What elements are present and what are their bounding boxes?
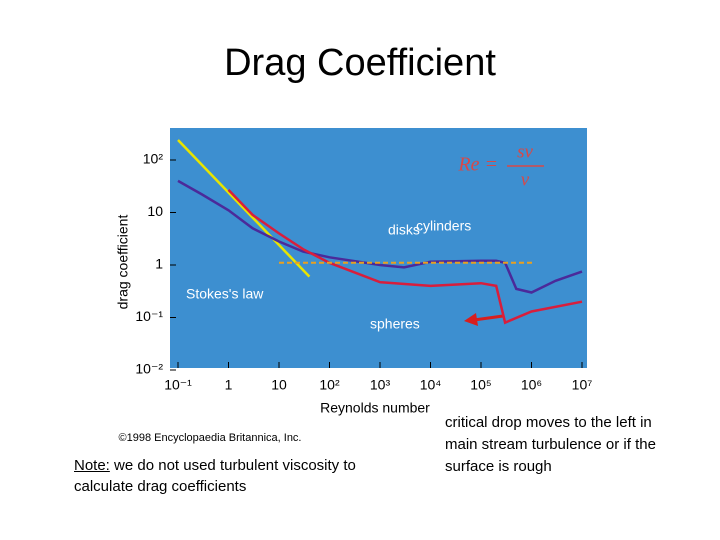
slide-title: Drag Coefficient [224, 42, 496, 84]
series-label: spheres [370, 316, 420, 332]
x-tick-label: 10² [319, 377, 340, 393]
x-tick-label: 10⁶ [521, 377, 542, 393]
series-line [227, 189, 583, 325]
y-tick-label: 10² [143, 151, 164, 167]
series-label: Stokes's law [186, 286, 264, 302]
y-tick-label: 10 [147, 203, 163, 219]
y-tick-label: 10⁻² [135, 361, 163, 377]
x-tick-label: 10³ [370, 377, 391, 393]
formula-numerator: sv [517, 141, 533, 162]
x-tick-label: 1 [225, 377, 233, 393]
side-text: critical drop moves to the left in main … [445, 414, 656, 475]
x-tick-label: 10⁵ [470, 377, 491, 393]
x-tick-label: 10⁷ [572, 377, 593, 393]
y-axis-label: drag coefficient [115, 215, 131, 310]
note: Note: we do not used turbulent viscosity… [74, 455, 374, 497]
x-tick-label: 10⁻¹ [164, 377, 192, 393]
plot-background [170, 128, 587, 368]
formula-lhs: Re = [457, 154, 498, 176]
series-line [177, 139, 311, 278]
arrow-shaft [473, 314, 504, 322]
x-tick-label: 10⁴ [420, 377, 442, 393]
series-label: cylinders [416, 218, 471, 234]
y-tick-label: 10⁻¹ [135, 308, 163, 324]
x-axis-label: Reynolds number [320, 400, 430, 416]
x-tick-label: 10 [271, 377, 287, 393]
copyright: ©1998 Encyclopaedia Britannica, Inc. [119, 432, 302, 444]
series-line [177, 179, 583, 294]
series-label: disks [388, 222, 420, 238]
y-tick-label: 1 [155, 256, 163, 272]
note-label: Note: [74, 457, 110, 474]
arrow-head [464, 313, 478, 326]
formula-denominator: ν [521, 169, 530, 190]
note-text: we do not used turbulent viscosity to ca… [74, 457, 356, 495]
